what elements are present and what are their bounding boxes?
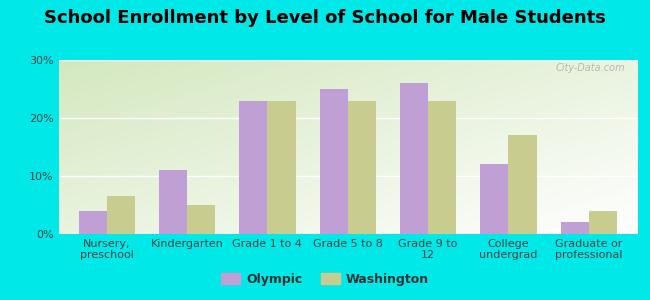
Bar (187, 205, 215, 234)
Bar (320, 89, 348, 234)
Bar (159, 170, 187, 234)
Bar (508, 135, 536, 234)
Bar (79, 211, 107, 234)
Bar (267, 100, 296, 234)
Bar (589, 211, 617, 234)
Legend: Olympic, Washington: Olympic, Washington (216, 268, 434, 291)
Bar (348, 100, 376, 234)
Text: City-Data.com: City-Data.com (556, 64, 625, 74)
Bar (480, 164, 508, 234)
Bar (107, 196, 135, 234)
Bar (400, 83, 428, 234)
Text: School Enrollment by Level of School for Male Students: School Enrollment by Level of School for… (44, 9, 606, 27)
Bar (239, 100, 267, 234)
Bar (561, 222, 589, 234)
Bar (428, 100, 456, 234)
